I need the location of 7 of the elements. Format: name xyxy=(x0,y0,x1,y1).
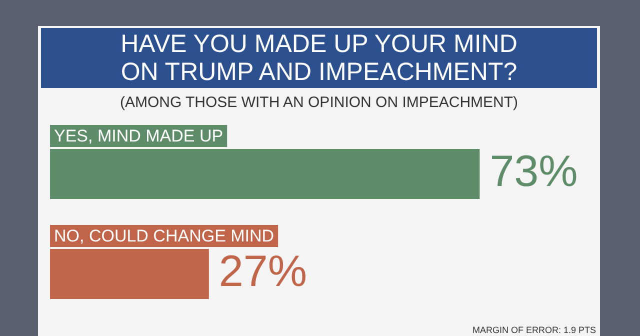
chart-subtitle: (AMONG THOSE WITH AN OPINION ON IMPEACHMENT) xyxy=(118,94,520,111)
y-tick-label: NO, COULD CHANGE MIND xyxy=(54,226,274,246)
y-tick-label: YES, MIND MADE UP xyxy=(54,126,224,146)
annotation: MARGIN OF ERROR: 1.9 PTS xyxy=(472,325,596,335)
chart-title: HAVE YOU MADE UP YOUR MIND ON TRUMP AND IMPEACHMENT? xyxy=(41,28,597,88)
data-label: 73% xyxy=(490,147,578,196)
data-label: 27% xyxy=(218,247,308,296)
